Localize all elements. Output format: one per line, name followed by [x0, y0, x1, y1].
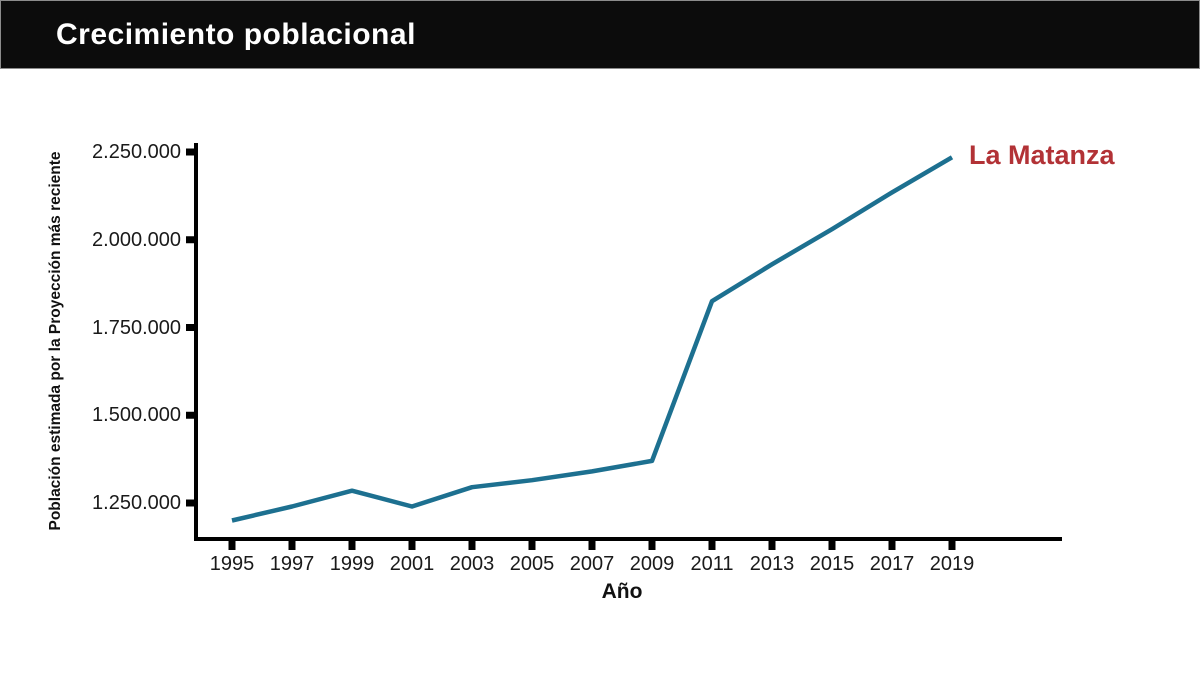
x-tick-label: 2013	[749, 553, 795, 575]
page-title: Crecimiento poblacional	[56, 17, 416, 51]
x-tick-label: 2009	[629, 553, 675, 575]
series-line	[231, 155, 954, 523]
x-tick-label: 1995	[209, 553, 255, 575]
x-tick-label: 2007	[569, 553, 615, 575]
x-tick-label: 2017	[869, 553, 915, 575]
y-axis-title: Población estimada por la Proyección más…	[47, 151, 64, 531]
x-tick-label: 2019	[929, 553, 975, 575]
y-tick-label: 2.000.000	[92, 228, 181, 251]
y-tick-label: 1.750.000	[92, 316, 181, 339]
y-tick-label: 1.250.000	[92, 492, 181, 514]
x-tick-label: 1997	[269, 553, 315, 575]
y-tick-label: 2.250.000	[92, 141, 181, 163]
x-tick-label: 1999	[329, 553, 375, 575]
x-tick-label: 2005	[509, 553, 555, 575]
header-bar: Crecimiento poblacional	[0, 0, 1200, 69]
y-tick-label: 1.500.000	[92, 404, 181, 427]
x-tick-label: 2001	[389, 553, 435, 575]
series-end-label: La Matanza	[969, 140, 1115, 170]
x-tick-label: 2011	[690, 553, 734, 575]
x-tick-label: 2015	[809, 553, 855, 575]
x-tick-label: 2003	[449, 553, 495, 575]
x-axis-title: Año	[601, 580, 643, 603]
